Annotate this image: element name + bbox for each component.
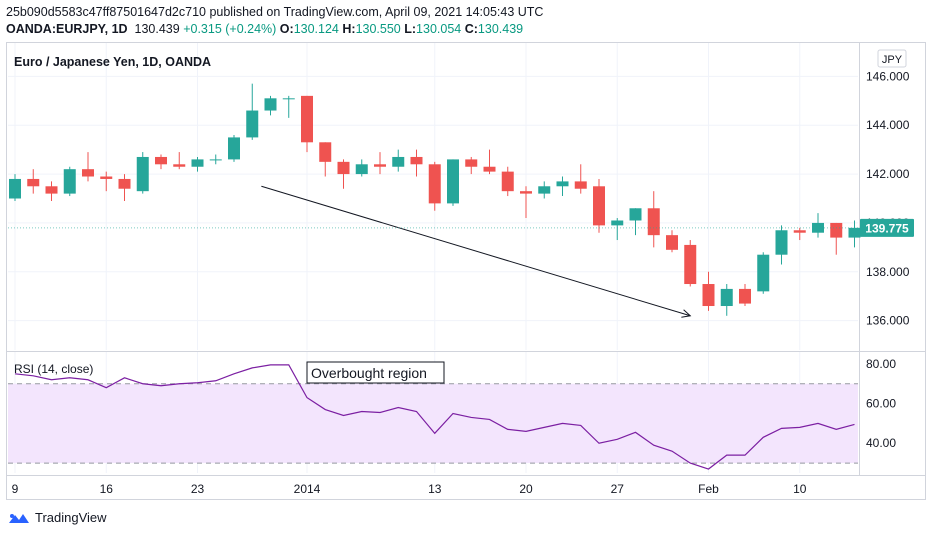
candle-down: [374, 164, 386, 167]
candle-down: [574, 181, 587, 189]
close-label: C:: [464, 22, 478, 36]
time-tick-label: 2014: [294, 482, 321, 496]
candle-down: [173, 164, 186, 167]
currency-tag-box: [877, 49, 907, 68]
candle-down: [666, 235, 678, 250]
candle-up: [136, 156, 149, 192]
tradingview-logo-icon: [9, 513, 29, 523]
candle-down: [702, 284, 715, 307]
candle-up: [246, 110, 259, 138]
candle-down: [319, 142, 332, 162]
candle-down: [27, 178, 40, 187]
rsi-line: [14, 364, 855, 470]
candle-down: [793, 230, 806, 233]
candle-up: [228, 137, 240, 160]
price-tick-label: 144.000: [866, 118, 910, 132]
candle-down: [118, 178, 131, 189]
time-tick-label: 13: [428, 482, 442, 496]
open-value: 130.124: [293, 22, 339, 36]
time-tick-label: Feb: [698, 482, 719, 496]
rsi-tick-label: 40.00: [866, 436, 896, 450]
open-label: O:: [279, 22, 294, 36]
last-price-tag-box: [860, 218, 914, 237]
candle-up: [757, 254, 770, 292]
candle-up: [392, 156, 405, 167]
candle-down: [830, 222, 843, 238]
time-tick-label: 27: [611, 482, 625, 496]
time-tick-label: 20: [519, 482, 533, 496]
candle-up: [629, 208, 642, 221]
price-change: +0.315 (+0.24%): [183, 22, 277, 36]
last-price-tag: 139.775: [865, 221, 909, 235]
tradingview-footer[interactable]: TradingView: [8, 510, 107, 525]
candle-up: [611, 220, 624, 226]
candle-down: [100, 176, 113, 179]
candle-down: [501, 171, 514, 192]
price-tick-label: 146.000: [866, 69, 910, 83]
price-tick-label: 142.000: [866, 167, 910, 181]
annotation-box: [306, 361, 445, 384]
annotation-text: Overbought region: [311, 365, 427, 381]
candle-down: [301, 95, 313, 143]
candle-down: [593, 186, 605, 226]
time-tick-label: 23: [191, 482, 205, 496]
candle-down: [45, 186, 58, 194]
candle-down: [520, 191, 532, 194]
low-label: L:: [404, 22, 417, 36]
symbol-label: OANDA:EURJPY, 1D: [6, 22, 128, 36]
candle-down: [82, 169, 94, 177]
chart-title: Euro / Japanese Yen, 1D, OANDA: [14, 55, 211, 69]
candle-up: [209, 159, 222, 161]
price-tick-label: 136.000: [866, 314, 910, 328]
trend-arrow-head: [681, 309, 692, 318]
candle-up: [9, 178, 21, 199]
candle-up: [264, 98, 277, 111]
high-value: 130.550: [355, 22, 401, 36]
time-tick-label: 9: [12, 482, 19, 496]
candle-down: [465, 159, 478, 167]
candle-down: [647, 208, 660, 236]
candle-down: [410, 156, 423, 165]
candle-down: [428, 164, 441, 204]
high-label: H:: [342, 22, 356, 36]
last-price: 130.439: [134, 22, 180, 36]
rsi-tick-label: 80.00: [866, 357, 896, 371]
candle-down: [739, 288, 751, 304]
currency-tag: JPY: [882, 54, 903, 66]
candle-up: [447, 159, 459, 204]
price-tick-label: 138.000: [866, 265, 910, 279]
candle-up: [556, 181, 569, 187]
candle-up: [538, 186, 551, 194]
candle-down: [337, 161, 350, 175]
publish-info: 25b090d5583c47ff87501647d2c710 published…: [6, 5, 544, 19]
candle-down: [684, 244, 697, 285]
candle-up: [848, 227, 861, 238]
rsi-tick-label: 60.00: [866, 397, 896, 411]
candle-down: [155, 156, 167, 165]
time-tick-label: 10: [793, 482, 807, 496]
candle-up: [63, 169, 76, 194]
candle-up: [720, 288, 733, 307]
chart-frame: [6, 42, 926, 500]
trend-arrow-line: [261, 185, 691, 317]
candle-up: [282, 98, 295, 100]
candle-up: [355, 164, 368, 175]
time-tick-label: 16: [100, 482, 114, 496]
rsi-title: RSI (14, close): [14, 362, 93, 376]
close-value: 130.439: [477, 22, 524, 36]
ohlc-header: OANDA:EURJPY, 1D 130.439 +0.315 (+0.24%)…: [6, 22, 523, 36]
candle-up: [775, 230, 788, 255]
candle-up: [191, 159, 204, 167]
candle-down: [483, 166, 496, 172]
low-value: 130.054: [416, 22, 462, 36]
rsi-band: [8, 383, 858, 464]
tradingview-brand: TradingView: [35, 510, 107, 525]
